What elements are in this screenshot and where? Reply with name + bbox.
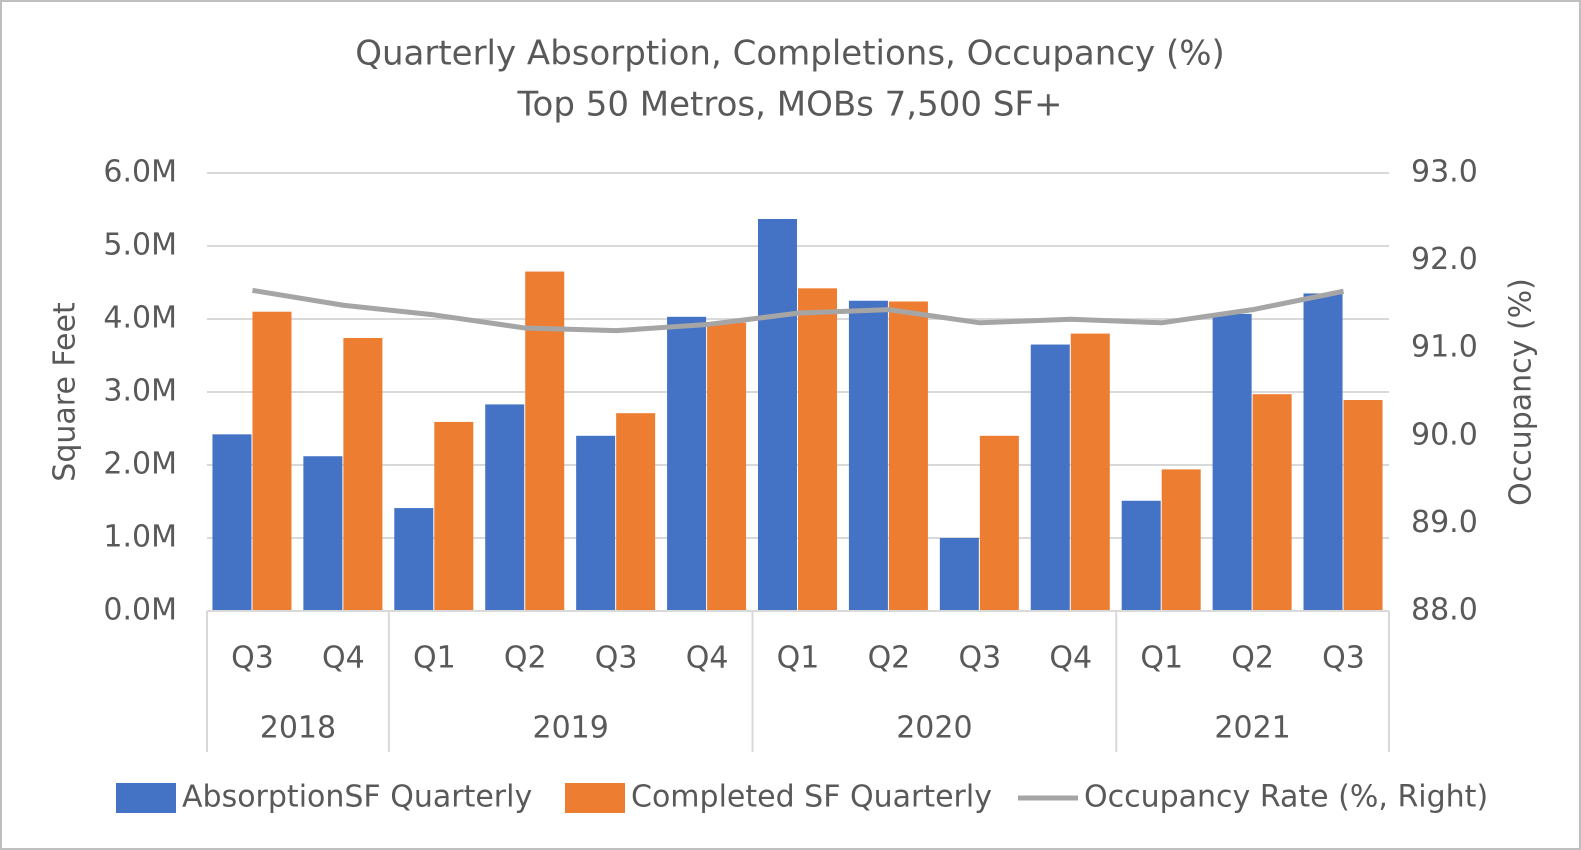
y-tick-label: 1.0M: [103, 520, 177, 555]
x-group-label: 2018: [260, 711, 336, 746]
bar: [1212, 313, 1252, 611]
y-tick-label: 3.0M: [103, 374, 177, 409]
legend-label: AbsorptionSF Quarterly: [182, 780, 532, 815]
bar: [1343, 400, 1383, 611]
x-tick-label: Q2: [868, 641, 911, 676]
bar: [1252, 394, 1292, 611]
y-tick-label: 4.0M: [103, 301, 177, 336]
y-tick-label: 5.0M: [103, 228, 177, 263]
bar: [848, 300, 888, 611]
bar: [1303, 293, 1343, 611]
bar: [888, 301, 928, 611]
bar: [485, 404, 525, 611]
bar: [616, 413, 656, 611]
bar: [525, 271, 565, 611]
y2-tick-label: 90.0: [1411, 417, 1478, 452]
x-tick-label: Q3: [595, 641, 638, 676]
chart-subtitle: Top 50 Metros, MOBs 7,500 SF+: [517, 85, 1063, 125]
bar: [798, 288, 838, 611]
bar: [667, 316, 707, 611]
bar: [252, 311, 292, 611]
y-tick-label: 2.0M: [103, 447, 177, 482]
x-tick-label: Q3: [1322, 641, 1365, 676]
legend-swatch: [116, 783, 176, 813]
x-tick-label: Q2: [504, 641, 547, 676]
y2-tick-label: 88.0: [1411, 593, 1478, 628]
bar: [1030, 344, 1070, 611]
x-tick-label: Q1: [1140, 641, 1183, 676]
x-tick-label: Q4: [322, 641, 365, 676]
bar: [434, 421, 474, 611]
legend-label: Completed SF Quarterly: [631, 780, 992, 815]
x-tick-label: Q3: [231, 641, 274, 676]
x-tick-label: Q4: [686, 641, 729, 676]
x-tick-label: Q1: [777, 641, 820, 676]
chart-title: Quarterly Absorption, Completions, Occup…: [355, 34, 1225, 74]
y-tick-label: 6.0M: [103, 155, 177, 190]
x-group-label: 2020: [896, 711, 972, 746]
line-series: [252, 287, 1345, 334]
bar: [1070, 333, 1110, 611]
y2-tick-label: 89.0: [1411, 505, 1478, 540]
legend-label: Occupancy Rate (%, Right): [1084, 780, 1488, 815]
x-tick-label: Q2: [1231, 641, 1274, 676]
bar: [212, 434, 252, 611]
x-group-label: 2019: [533, 711, 609, 746]
bar: [343, 337, 383, 611]
bar: [394, 508, 434, 611]
x-tick-label: Q4: [1049, 641, 1092, 676]
legend-swatch: [565, 783, 625, 813]
y-tick-label: 0.0M: [103, 593, 177, 628]
y2-tick-label: 93.0: [1411, 155, 1478, 190]
bar: [1161, 469, 1201, 611]
bar: [303, 456, 343, 611]
bar: [576, 435, 616, 611]
y2-tick-label: 92.0: [1411, 242, 1478, 277]
y2-axis-title: Occupancy (%): [1504, 278, 1539, 506]
x-tick-label: Q3: [958, 641, 1001, 676]
bar: [939, 538, 979, 611]
bar: [1121, 500, 1161, 611]
bar: [757, 218, 797, 612]
y-axis-title: Square Feet: [48, 302, 83, 482]
bar: [979, 435, 1019, 611]
bar: [707, 322, 747, 611]
y2-tick-label: 91.0: [1411, 330, 1478, 365]
x-tick-label: Q1: [413, 641, 456, 676]
x-group-label: 2021: [1214, 711, 1290, 746]
